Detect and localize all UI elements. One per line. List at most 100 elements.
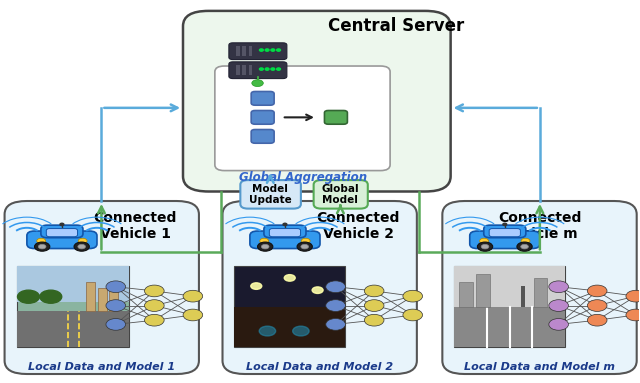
Circle shape bbox=[106, 300, 125, 311]
Circle shape bbox=[265, 68, 269, 70]
Circle shape bbox=[364, 314, 384, 326]
Circle shape bbox=[265, 49, 269, 51]
Circle shape bbox=[276, 49, 280, 51]
Circle shape bbox=[326, 300, 346, 311]
Circle shape bbox=[477, 242, 493, 251]
FancyBboxPatch shape bbox=[484, 225, 526, 238]
FancyBboxPatch shape bbox=[27, 231, 97, 249]
Circle shape bbox=[183, 290, 203, 302]
Circle shape bbox=[517, 242, 532, 251]
Bar bbox=[98, 288, 106, 311]
Bar bbox=[243, 46, 246, 56]
Circle shape bbox=[260, 238, 269, 244]
Circle shape bbox=[183, 309, 203, 321]
FancyBboxPatch shape bbox=[215, 66, 390, 170]
Bar bbox=[460, 282, 473, 306]
FancyBboxPatch shape bbox=[46, 229, 77, 237]
FancyBboxPatch shape bbox=[241, 180, 301, 209]
Circle shape bbox=[521, 238, 530, 244]
Bar bbox=[234, 266, 346, 347]
Circle shape bbox=[145, 285, 164, 297]
Circle shape bbox=[60, 223, 64, 226]
Bar bbox=[17, 311, 129, 347]
FancyBboxPatch shape bbox=[314, 180, 368, 209]
Circle shape bbox=[35, 242, 50, 251]
Bar bbox=[109, 285, 118, 311]
FancyBboxPatch shape bbox=[264, 225, 306, 238]
Text: Central Server: Central Server bbox=[328, 17, 465, 35]
Bar bbox=[236, 65, 240, 75]
FancyBboxPatch shape bbox=[41, 225, 83, 238]
Circle shape bbox=[283, 223, 287, 226]
Circle shape bbox=[145, 300, 164, 311]
FancyBboxPatch shape bbox=[229, 62, 287, 79]
Circle shape bbox=[259, 326, 276, 336]
Circle shape bbox=[326, 319, 346, 330]
Circle shape bbox=[549, 319, 568, 330]
Bar bbox=[17, 266, 129, 347]
FancyBboxPatch shape bbox=[223, 201, 417, 374]
Text: Connected
Vehicle m: Connected Vehicle m bbox=[498, 211, 582, 241]
Circle shape bbox=[36, 238, 45, 244]
Circle shape bbox=[479, 238, 488, 244]
FancyBboxPatch shape bbox=[251, 111, 274, 124]
Circle shape bbox=[626, 290, 640, 302]
Bar bbox=[248, 65, 252, 75]
Text: Global
Model: Global Model bbox=[321, 184, 359, 205]
Circle shape bbox=[521, 244, 529, 249]
FancyBboxPatch shape bbox=[251, 92, 274, 105]
Bar bbox=[86, 282, 95, 311]
Circle shape bbox=[503, 223, 507, 226]
Bar bbox=[243, 65, 246, 75]
Circle shape bbox=[78, 244, 86, 249]
Circle shape bbox=[403, 309, 422, 321]
Text: Connected
Vehicle 1: Connected Vehicle 1 bbox=[93, 211, 177, 241]
Bar bbox=[454, 266, 565, 347]
Circle shape bbox=[301, 238, 310, 244]
Circle shape bbox=[312, 287, 323, 293]
Circle shape bbox=[403, 290, 422, 302]
Circle shape bbox=[364, 285, 384, 297]
FancyBboxPatch shape bbox=[269, 229, 301, 237]
Circle shape bbox=[261, 244, 269, 249]
Bar bbox=[521, 286, 525, 306]
Circle shape bbox=[301, 244, 308, 249]
FancyBboxPatch shape bbox=[4, 201, 199, 374]
Text: Local Data and Model 2: Local Data and Model 2 bbox=[246, 362, 394, 372]
Text: Model
Update: Model Update bbox=[249, 184, 292, 205]
Circle shape bbox=[271, 68, 275, 70]
Text: Local Data and Model m: Local Data and Model m bbox=[464, 362, 614, 372]
Circle shape bbox=[364, 300, 384, 311]
Circle shape bbox=[549, 281, 568, 293]
Text: Local Data and Model 1: Local Data and Model 1 bbox=[28, 362, 175, 372]
FancyBboxPatch shape bbox=[251, 129, 274, 143]
Circle shape bbox=[106, 319, 125, 330]
Circle shape bbox=[259, 68, 263, 70]
Circle shape bbox=[284, 275, 295, 281]
Circle shape bbox=[38, 244, 46, 249]
Circle shape bbox=[588, 300, 607, 311]
Bar bbox=[454, 266, 565, 306]
Circle shape bbox=[259, 49, 263, 51]
Circle shape bbox=[271, 49, 275, 51]
FancyBboxPatch shape bbox=[489, 229, 520, 237]
FancyBboxPatch shape bbox=[183, 11, 451, 191]
Circle shape bbox=[145, 314, 164, 326]
FancyBboxPatch shape bbox=[250, 231, 320, 249]
Circle shape bbox=[549, 300, 568, 311]
Circle shape bbox=[292, 326, 309, 336]
Circle shape bbox=[297, 242, 312, 251]
Circle shape bbox=[257, 242, 273, 251]
Circle shape bbox=[626, 309, 640, 321]
FancyBboxPatch shape bbox=[442, 201, 637, 374]
Circle shape bbox=[588, 285, 607, 297]
Bar bbox=[234, 306, 346, 347]
Bar bbox=[236, 46, 240, 56]
Circle shape bbox=[74, 242, 90, 251]
FancyBboxPatch shape bbox=[324, 111, 348, 124]
FancyBboxPatch shape bbox=[470, 231, 540, 249]
Circle shape bbox=[588, 314, 607, 326]
Circle shape bbox=[252, 80, 263, 87]
FancyBboxPatch shape bbox=[229, 43, 287, 60]
Bar bbox=[17, 266, 129, 303]
